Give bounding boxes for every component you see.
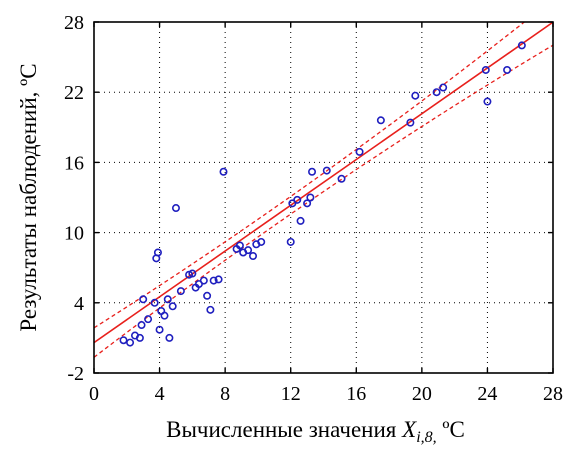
data-point — [322, 166, 331, 175]
data-point — [165, 333, 174, 342]
y-tick-labels: -2 4 10 16 22 28 — [64, 12, 84, 385]
grid-lines — [94, 22, 553, 373]
data-point — [244, 246, 253, 255]
data-point — [199, 276, 208, 285]
data-point — [303, 199, 312, 208]
x-tick-label: 24 — [477, 383, 497, 405]
data-point — [168, 302, 177, 311]
data-point — [155, 325, 164, 334]
regression-line — [94, 22, 553, 344]
x-tick-label: 4 — [155, 383, 165, 405]
data-point — [503, 65, 512, 74]
data-point — [160, 311, 169, 320]
x-tick-label: 12 — [281, 383, 301, 405]
data-point — [257, 237, 266, 246]
data-point — [139, 295, 148, 304]
data-point — [293, 195, 302, 204]
data-point — [432, 88, 441, 97]
data-point — [163, 295, 172, 304]
data-point — [171, 204, 180, 213]
x-tick-label: 0 — [89, 383, 99, 405]
y-tick-label: 22 — [64, 82, 84, 104]
data-point — [411, 91, 420, 100]
x-axis-title: Вычисленные значения Xi,8, ºC — [166, 417, 465, 446]
x-tick-label: 8 — [220, 383, 230, 405]
x-axis-title-var: X — [401, 417, 417, 442]
data-point — [188, 269, 197, 278]
regression-line-segment — [94, 22, 553, 344]
y-tick-label: 16 — [64, 152, 84, 174]
data-point — [308, 167, 317, 176]
y-tick-label: 28 — [64, 12, 84, 34]
data-point — [144, 315, 153, 324]
x-axis-title-prefix: Вычисленные значения — [166, 417, 402, 442]
data-point — [306, 193, 315, 202]
data-point — [176, 287, 185, 296]
data-point — [135, 333, 144, 342]
data-point — [203, 291, 212, 300]
y-tick-label: -2 — [67, 363, 84, 385]
data-point — [483, 97, 492, 106]
data-point — [126, 338, 135, 347]
plot-frame — [93, 21, 554, 374]
data-points — [119, 41, 526, 347]
confidence-band-lower — [94, 44, 553, 358]
data-point — [481, 65, 490, 74]
confidence-band — [94, 22, 553, 358]
data-point — [206, 305, 215, 314]
x-tick-label: 20 — [412, 383, 432, 405]
x-axis-title-unit: ºC — [437, 417, 465, 442]
data-point — [406, 118, 415, 127]
data-point — [150, 298, 159, 307]
y-tick-label: 4 — [74, 293, 84, 315]
data-point — [219, 167, 228, 176]
data-point — [376, 116, 385, 125]
confidence-band-upper — [94, 22, 526, 329]
x-tick-label: 28 — [543, 383, 563, 405]
data-point — [439, 83, 448, 92]
data-point — [209, 276, 218, 285]
data-point — [214, 275, 223, 284]
data-point — [235, 241, 244, 250]
axis-ticks — [93, 21, 554, 374]
data-point — [296, 216, 305, 225]
data-point — [286, 237, 295, 246]
data-point — [355, 147, 364, 156]
data-point — [517, 41, 526, 50]
x-tick-labels: 0 4 8 12 16 20 24 28 — [89, 383, 563, 405]
x-tick-label: 16 — [346, 383, 366, 405]
data-point — [153, 248, 162, 257]
data-point — [119, 336, 128, 345]
data-point — [137, 321, 146, 330]
y-axis-title: Результаты наблюдений, ºC — [16, 63, 41, 331]
x-axis-title-sub: i,8, — [416, 429, 436, 446]
data-point — [337, 174, 346, 183]
data-point — [249, 252, 258, 261]
y-tick-label: 10 — [64, 223, 84, 245]
